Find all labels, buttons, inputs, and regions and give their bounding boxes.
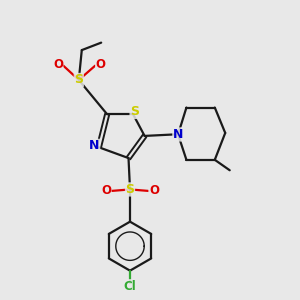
Text: O: O <box>149 184 159 197</box>
Text: N: N <box>89 139 100 152</box>
Text: N: N <box>173 128 183 141</box>
Text: S: S <box>125 183 134 196</box>
Text: O: O <box>101 184 111 197</box>
Text: O: O <box>96 58 106 71</box>
Text: Cl: Cl <box>124 280 136 293</box>
Text: S: S <box>130 105 139 119</box>
Text: S: S <box>74 74 83 86</box>
Text: O: O <box>53 58 63 71</box>
